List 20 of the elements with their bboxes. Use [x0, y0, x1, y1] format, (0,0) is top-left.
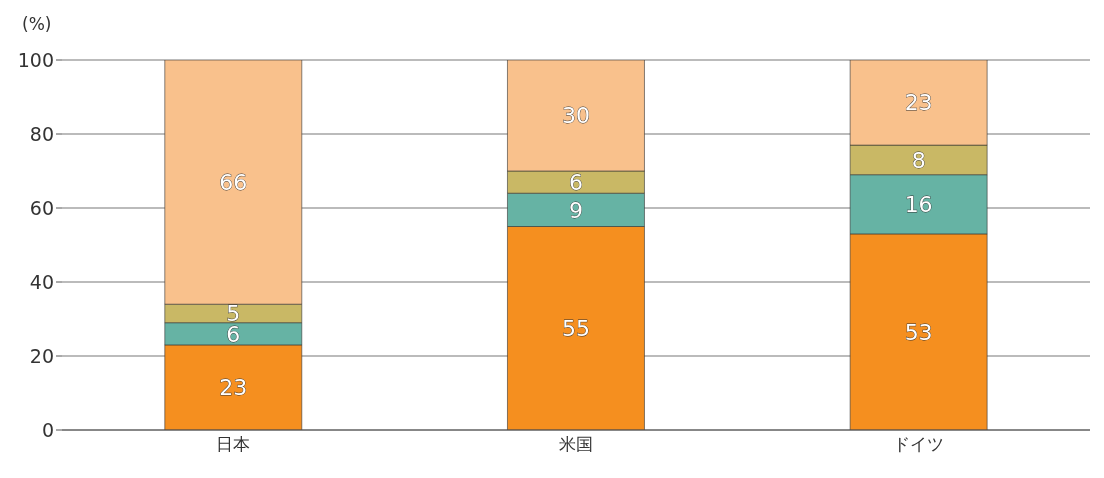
x-tick-label: ドイツ — [893, 434, 945, 455]
y-tick-label: 80 — [29, 122, 54, 145]
data-label: 30 — [561, 103, 590, 129]
data-label: 23 — [219, 375, 248, 401]
data-label: 6 — [568, 169, 583, 195]
data-label: 53 — [904, 319, 933, 345]
data-label: 55 — [561, 315, 590, 341]
y-tick-label: 20 — [29, 344, 54, 367]
data-label: 8 — [911, 147, 926, 173]
data-label: 9 — [568, 197, 583, 223]
y-tick-label: 60 — [29, 196, 54, 219]
y-tick-label: 100 — [17, 48, 54, 71]
y-tick-label: 0 — [41, 418, 54, 441]
y-axis-title: (%) — [22, 14, 52, 34]
data-label: 66 — [219, 169, 248, 195]
x-tick-label: 米国 — [559, 434, 593, 455]
data-label: 23 — [904, 90, 933, 116]
x-tick-label: 日本 — [216, 434, 251, 455]
data-label: 16 — [904, 192, 933, 217]
y-tick-label: 40 — [29, 270, 54, 293]
